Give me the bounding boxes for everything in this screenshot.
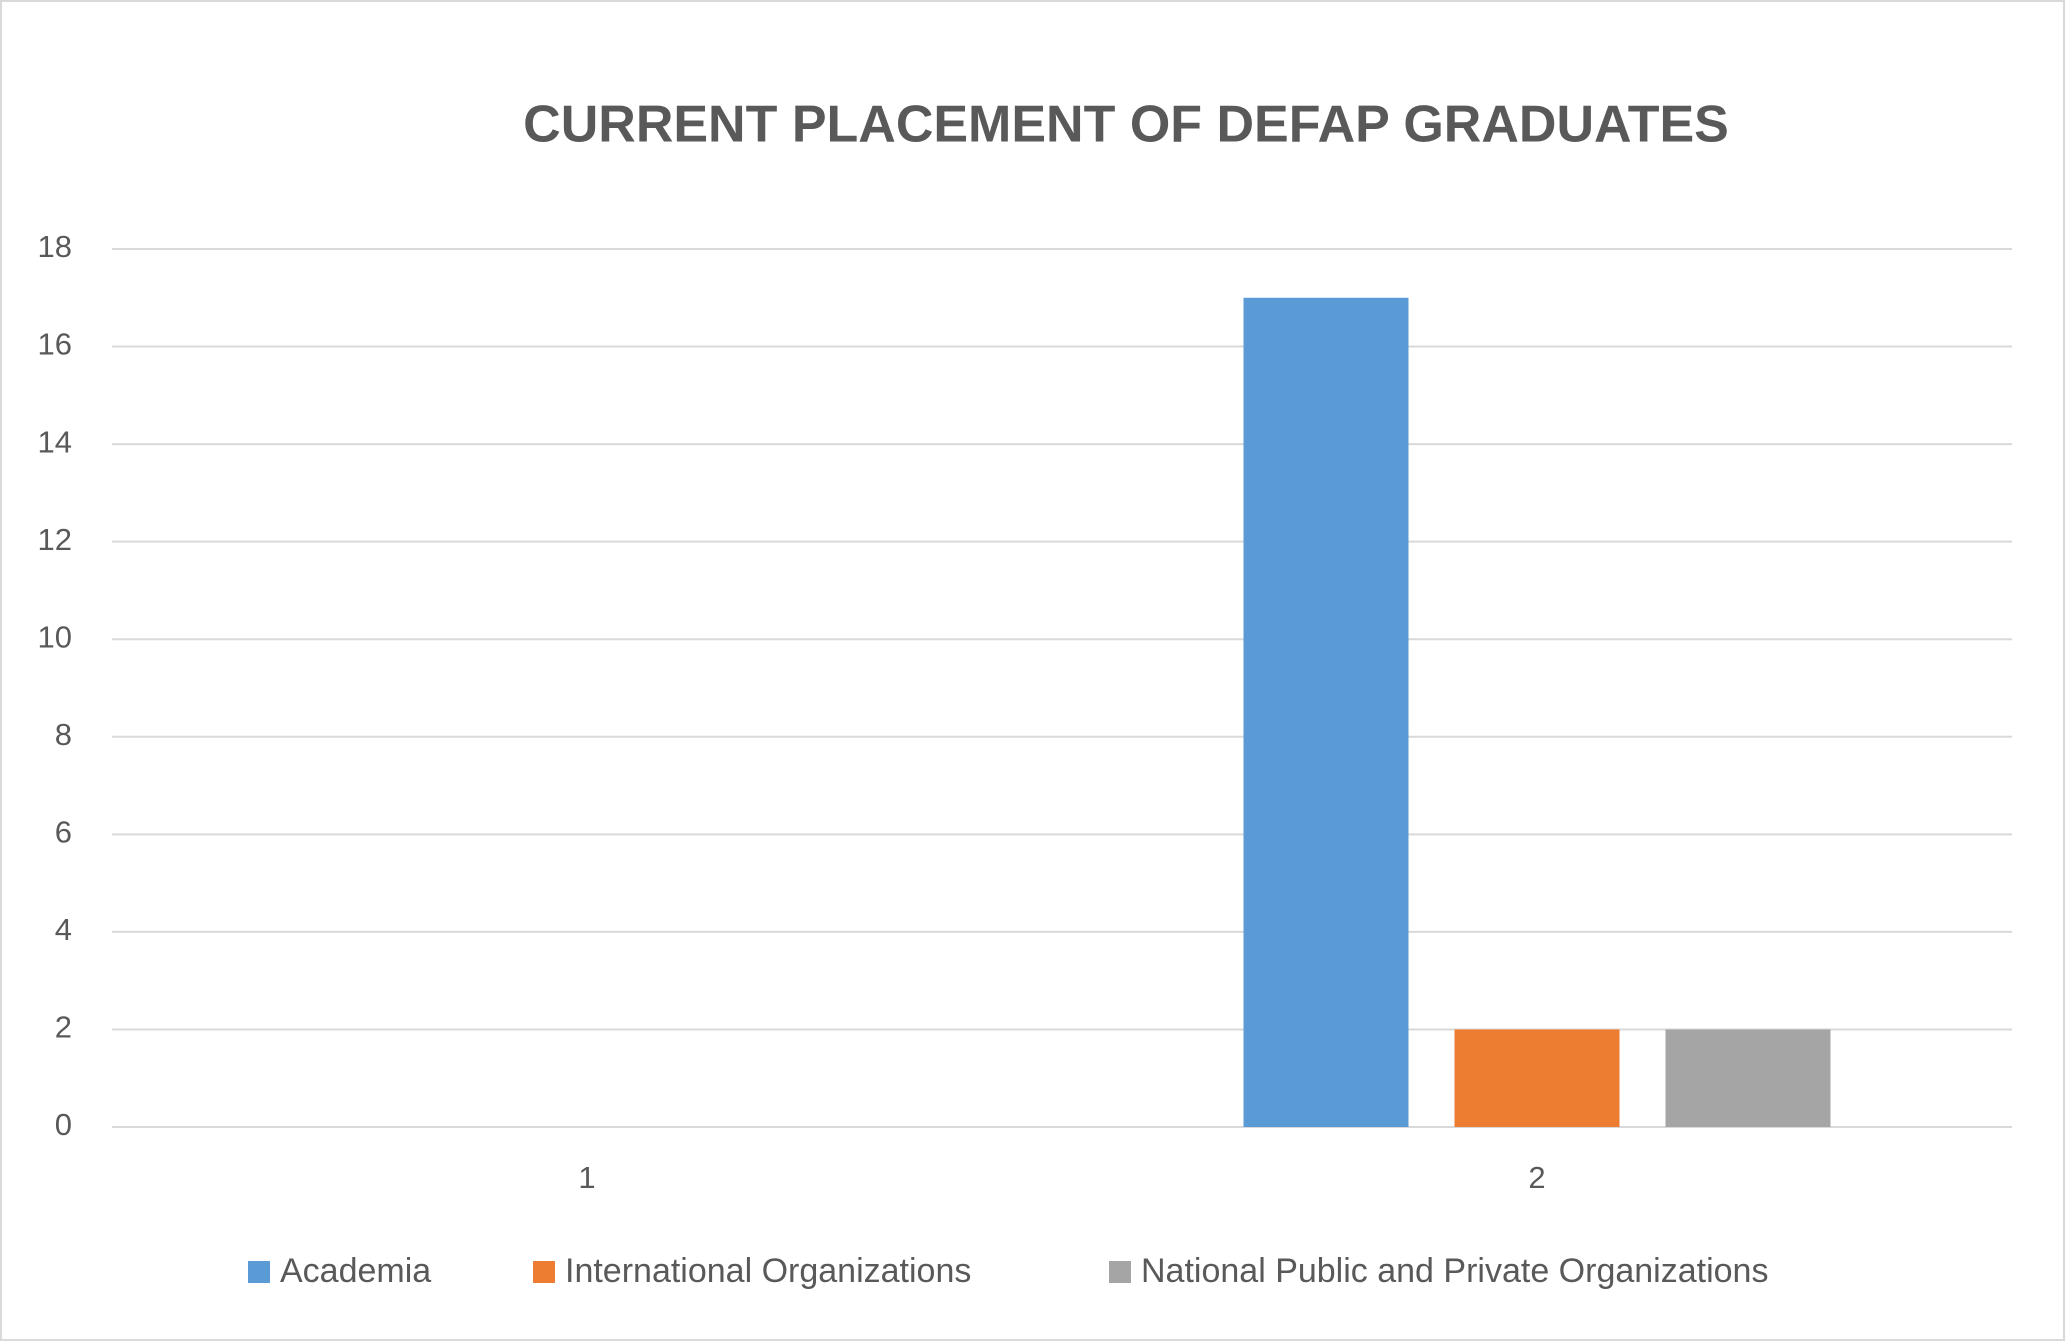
y-tick-label: 2 [55, 1010, 72, 1045]
legend-label: Academia [280, 1252, 431, 1290]
bar [1243, 297, 1409, 1127]
bar [1454, 1029, 1620, 1127]
y-tick-label: 6 [55, 815, 72, 850]
legend-swatch [533, 1261, 555, 1283]
y-tick-label: 10 [38, 619, 72, 654]
y-tick-label: 12 [38, 522, 72, 557]
y-tick-label: 14 [38, 424, 72, 459]
y-tick-label: 18 [38, 229, 72, 264]
x-tick-label: 2 [1528, 1160, 1545, 1195]
y-tick-label: 16 [38, 327, 72, 362]
bar [1665, 1029, 1831, 1127]
y-tick-label: 4 [55, 912, 72, 947]
chart-title: CURRENT PLACEMENT OF DEFAP GRADUATES [523, 96, 1729, 154]
y-tick-label: 0 [55, 1107, 72, 1142]
legend-label: National Public and Private Organization… [1141, 1252, 1768, 1290]
legend-label: International Organizations [565, 1252, 971, 1290]
legend-swatch [248, 1261, 270, 1283]
y-tick-label: 8 [55, 717, 72, 752]
legend-swatch [1109, 1261, 1131, 1283]
x-tick-label: 1 [578, 1160, 595, 1195]
